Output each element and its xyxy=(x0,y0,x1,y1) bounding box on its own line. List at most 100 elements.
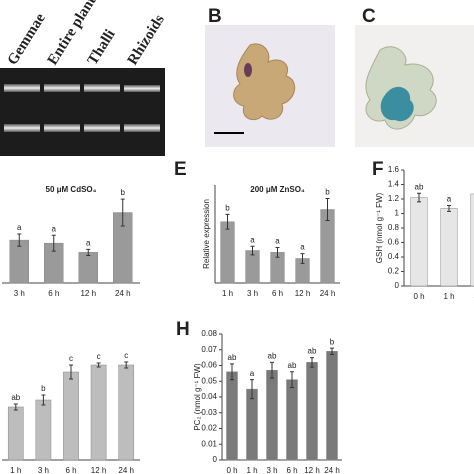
chart: 200 μM ZnSO₄ Relative expression b 1 h a 3 h a… xyxy=(202,185,340,298)
chart: 50 μM CdSO₄ a 3 h a 6 h a 12 h b 24 h xyxy=(2,185,140,298)
significance-letter: ab xyxy=(308,347,317,356)
thallus xyxy=(233,43,296,121)
error-bar xyxy=(13,403,18,411)
y-tick-label: 0.6 xyxy=(388,238,400,247)
x-tick-label: 3 h xyxy=(14,289,25,298)
x-tick-label: 12 h xyxy=(295,289,311,298)
significance-letter: a xyxy=(250,369,255,378)
significance-letter: a xyxy=(447,195,452,204)
x-tick-label: 24 h xyxy=(118,466,134,474)
bar xyxy=(306,362,318,461)
error-bar xyxy=(225,213,230,230)
bar xyxy=(63,371,79,461)
chart-title: 50 μM CdSO₄ xyxy=(46,185,97,194)
significance-letter: b xyxy=(121,188,126,197)
gel: Gemmae Entire plants Thalli Rhizoids xyxy=(0,0,168,156)
bar xyxy=(246,388,258,461)
y-tick-label: 0.08 xyxy=(201,329,217,338)
significance-letter: a xyxy=(300,243,305,252)
significance-letter: b xyxy=(330,337,335,346)
error-bar xyxy=(417,192,421,203)
bar xyxy=(440,208,458,287)
x-tick-label: 6 h xyxy=(286,466,297,474)
chart: ab 1 h b 3 h c 6 h c 12 h c 24 h xyxy=(2,351,140,474)
bar xyxy=(35,399,52,461)
x-tick-label: 6 h xyxy=(272,289,283,298)
lane-label: Gemmae xyxy=(5,10,49,68)
bar xyxy=(90,364,107,461)
bar xyxy=(266,369,278,461)
bar xyxy=(78,252,98,284)
error-bar xyxy=(120,198,125,227)
significance-letter: ab xyxy=(268,351,277,360)
error-bar xyxy=(275,246,280,258)
significance-letter: ab xyxy=(228,353,237,362)
error-bar xyxy=(250,379,254,400)
panel-letter: F xyxy=(372,159,384,180)
significance-letter: ab xyxy=(11,393,20,402)
lane-label: Thalli xyxy=(85,27,119,68)
gel-band xyxy=(84,124,120,132)
y-axis-label: GSH (nmol g⁻¹ FW) xyxy=(375,192,384,263)
y-tick-label: 1.6 xyxy=(388,165,400,174)
error-bar xyxy=(250,245,255,256)
error-bar xyxy=(230,363,234,381)
significance-letter: a xyxy=(52,224,57,233)
gel-band xyxy=(44,84,80,92)
error-bar xyxy=(310,357,314,368)
significance-letter: a xyxy=(250,235,255,244)
error-bar xyxy=(41,394,46,406)
x-tick-label: 12 h xyxy=(80,289,96,298)
x-tick-label: 0 h xyxy=(413,292,424,301)
error-bar xyxy=(86,248,91,256)
bar xyxy=(326,351,338,461)
error-bar xyxy=(51,234,56,252)
significance-letter: c xyxy=(124,351,128,360)
significance-letter: b xyxy=(325,188,330,197)
x-tick-label: 6 h xyxy=(65,466,76,474)
stain xyxy=(380,86,414,122)
significance-letter: c xyxy=(69,354,73,363)
x-tick-label: 3 h xyxy=(38,466,49,474)
y-tick-label: 0.01 xyxy=(201,439,217,448)
error-bar xyxy=(270,361,274,379)
bar xyxy=(220,221,235,284)
photo-c xyxy=(355,25,474,147)
panel-letter: H xyxy=(176,319,190,340)
x-tick-label: 1 h xyxy=(443,292,454,301)
bar xyxy=(245,250,260,284)
gel-band xyxy=(4,124,40,132)
y-axis-label: Relative expression xyxy=(202,199,211,269)
chart: PC₂ (nmol g⁻¹ FW) 0 0.01 0.02 0.03 0.04 0.05 0.… xyxy=(193,329,342,474)
x-tick-label: 1 h xyxy=(222,289,233,298)
significance-letter: a xyxy=(275,237,280,246)
panel-letter: C xyxy=(362,6,376,27)
significance-letter: ab xyxy=(288,361,297,370)
error-bar xyxy=(325,197,330,222)
bar xyxy=(7,406,24,461)
significance-letter: a xyxy=(17,223,22,232)
x-tick-label: 1 h xyxy=(246,466,257,474)
error-bar xyxy=(300,253,305,264)
x-tick-label: 12 h xyxy=(304,466,320,474)
bar xyxy=(410,197,428,287)
x-tick-label: 0 h xyxy=(226,466,237,474)
gel-image xyxy=(0,68,165,156)
photo-b xyxy=(205,25,335,147)
bar xyxy=(118,364,135,461)
x-tick-label: 3 h xyxy=(247,289,258,298)
y-tick-label: 1.2 xyxy=(388,194,400,203)
significance-letter: b xyxy=(41,384,46,393)
error-bar xyxy=(124,361,129,369)
y-tick-label: 0 xyxy=(213,455,218,464)
y-tick-label: 0.04 xyxy=(201,392,217,401)
y-tick-label: 0.03 xyxy=(201,408,217,417)
significance-letter: c xyxy=(97,352,101,361)
error-bar xyxy=(17,233,22,247)
y-tick-label: 1 xyxy=(395,209,400,218)
error-bar xyxy=(290,371,294,389)
y-tick-label: 0.4 xyxy=(388,252,400,261)
gel-band xyxy=(4,84,40,92)
error-bar xyxy=(96,362,101,368)
